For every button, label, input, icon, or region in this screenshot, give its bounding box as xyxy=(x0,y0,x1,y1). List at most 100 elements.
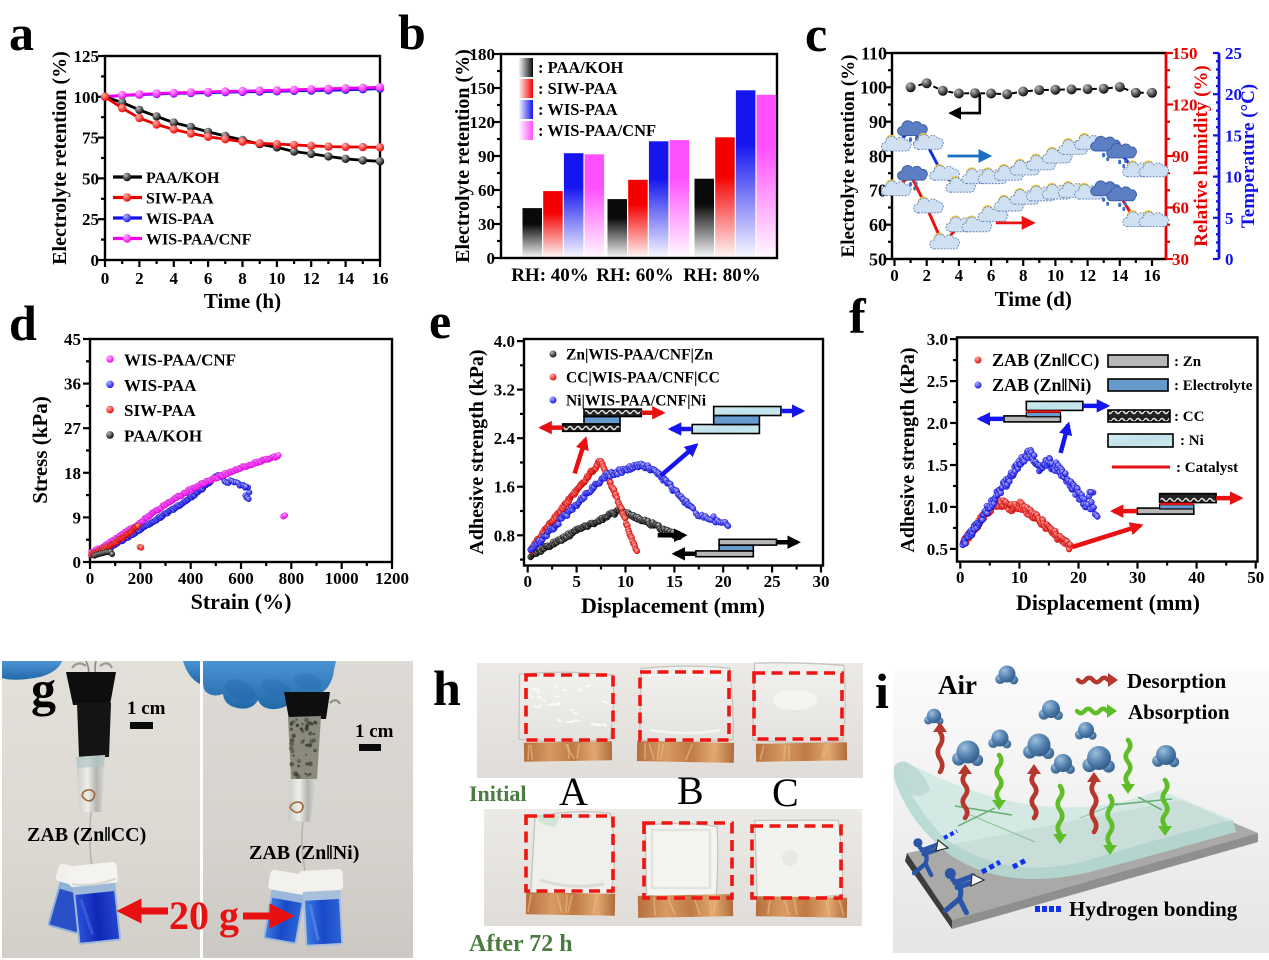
svg-text:Displacement (mm): Displacement (mm) xyxy=(1016,590,1200,615)
svg-text:20: 20 xyxy=(715,572,732,591)
svg-text:75: 75 xyxy=(82,129,99,148)
svg-text:14: 14 xyxy=(337,269,355,288)
svg-text:60: 60 xyxy=(869,215,887,235)
svg-text:60: 60 xyxy=(1172,198,1189,217)
svg-text:RH: 80%: RH: 80% xyxy=(683,265,761,286)
svg-text:90: 90 xyxy=(869,112,887,132)
svg-text:WIS-PAA: WIS-PAA xyxy=(146,211,215,228)
svg-text:60: 60 xyxy=(478,181,495,200)
svg-text:20: 20 xyxy=(1225,85,1242,104)
svg-text:A: A xyxy=(559,769,588,814)
svg-text:Absorption: Absorption xyxy=(1128,700,1230,724)
svg-text:2.4: 2.4 xyxy=(494,429,516,448)
svg-text:Air: Air xyxy=(938,670,977,700)
svg-text:1 cm: 1 cm xyxy=(355,721,394,742)
svg-text:45: 45 xyxy=(64,330,81,349)
svg-text:25: 25 xyxy=(764,572,781,591)
svg-text:125: 125 xyxy=(74,47,100,66)
svg-text:1000: 1000 xyxy=(325,569,359,588)
svg-text:ZAB (Zn‖Ni): ZAB (Zn‖Ni) xyxy=(249,842,359,864)
svg-text:SIW-PAA: SIW-PAA xyxy=(146,191,214,208)
svg-text:120: 120 xyxy=(470,113,496,132)
svg-text:d: d xyxy=(9,295,37,351)
svg-text:c: c xyxy=(805,6,827,62)
svg-text:0: 0 xyxy=(890,266,899,285)
svg-text:1.0: 1.0 xyxy=(927,498,948,517)
svg-text:Adhesive strength (kPa): Adhesive strength (kPa) xyxy=(897,347,919,552)
svg-text:: CC: : CC xyxy=(1174,409,1204,425)
svg-text:10: 10 xyxy=(1047,266,1064,285)
svg-text:0: 0 xyxy=(956,568,965,587)
svg-text:Stress (kPa): Stress (kPa) xyxy=(28,396,52,504)
svg-text:25: 25 xyxy=(82,210,99,229)
svg-text:C: C xyxy=(772,770,799,815)
svg-text:RH: 60%: RH: 60% xyxy=(596,265,674,286)
svg-text:Ni|WIS-PAA/CNF|Ni: Ni|WIS-PAA/CNF|Ni xyxy=(566,393,707,410)
svg-text:50: 50 xyxy=(82,169,99,188)
svg-text:4: 4 xyxy=(170,269,179,288)
svg-text:RH: 40%: RH: 40% xyxy=(511,265,589,286)
svg-text:150: 150 xyxy=(1172,44,1198,63)
svg-text:3.0: 3.0 xyxy=(927,330,948,349)
svg-text:1200: 1200 xyxy=(375,569,409,588)
svg-text:PAA/KOH: PAA/KOH xyxy=(124,426,202,445)
svg-text:36: 36 xyxy=(64,375,81,394)
svg-text:f: f xyxy=(849,288,867,344)
svg-text:Electrolyte retention (%): Electrolyte retention (%) xyxy=(452,49,474,263)
svg-text:Adhesive strength (kPa): Adhesive strength (kPa) xyxy=(466,349,488,554)
svg-text:150: 150 xyxy=(470,79,496,98)
svg-text:90: 90 xyxy=(478,147,495,166)
svg-text:0: 0 xyxy=(73,553,82,572)
svg-text:2.0: 2.0 xyxy=(927,414,948,433)
svg-text:90: 90 xyxy=(1172,147,1189,166)
svg-text:10: 10 xyxy=(1225,168,1242,187)
svg-text:12: 12 xyxy=(303,269,320,288)
svg-text:800: 800 xyxy=(279,569,305,588)
svg-text:b: b xyxy=(398,4,426,60)
svg-text:Desorption: Desorption xyxy=(1127,669,1226,693)
svg-text:: Catalyst: : Catalyst xyxy=(1176,460,1238,476)
svg-text:25: 25 xyxy=(1225,44,1242,63)
svg-text:h: h xyxy=(433,660,461,716)
svg-text:70: 70 xyxy=(869,181,887,201)
svg-text:: Zn: : Zn xyxy=(1174,354,1202,370)
svg-text:16: 16 xyxy=(1144,266,1161,285)
svg-text:110: 110 xyxy=(861,43,887,63)
svg-text:100: 100 xyxy=(860,78,887,98)
svg-text:0.5: 0.5 xyxy=(927,540,948,559)
svg-text:0: 0 xyxy=(86,569,95,588)
svg-text:a: a xyxy=(9,5,34,61)
svg-text:PAA/KOH: PAA/KOH xyxy=(146,170,220,187)
svg-text:ZAB (Zn‖CC): ZAB (Zn‖CC) xyxy=(992,350,1099,371)
svg-text:ZAB (Zn‖Ni): ZAB (Zn‖Ni) xyxy=(992,375,1091,396)
svg-text:After 72 h: After 72 h xyxy=(469,931,573,957)
svg-text:9: 9 xyxy=(73,508,82,527)
svg-text:Strain (%): Strain (%) xyxy=(191,589,292,614)
svg-text:: WIS-PAA: : WIS-PAA xyxy=(538,100,618,119)
svg-text:: Ni: : Ni xyxy=(1180,433,1204,449)
svg-text:15: 15 xyxy=(666,572,683,591)
svg-text:6: 6 xyxy=(987,266,996,285)
svg-text:50: 50 xyxy=(869,249,887,269)
svg-text:Displacement (mm): Displacement (mm) xyxy=(581,593,765,618)
svg-text:200: 200 xyxy=(128,569,154,588)
svg-text:Relative humidity (%): Relative humidity (%) xyxy=(1191,65,1212,247)
svg-text:1.5: 1.5 xyxy=(927,456,948,475)
svg-text:Time (d): Time (d) xyxy=(995,287,1072,311)
svg-text:WIS-PAA: WIS-PAA xyxy=(124,376,197,395)
svg-text:80: 80 xyxy=(869,146,887,166)
svg-text:120: 120 xyxy=(1172,96,1198,115)
svg-text:1 cm: 1 cm xyxy=(127,698,166,719)
svg-text:Initial: Initial xyxy=(469,781,526,806)
svg-text:10: 10 xyxy=(617,572,634,591)
svg-text:0: 0 xyxy=(101,269,110,288)
svg-text:100: 100 xyxy=(74,88,100,107)
svg-text:WIS-PAA/CNF: WIS-PAA/CNF xyxy=(124,351,236,370)
svg-text:Temperature (°C): Temperature (°C) xyxy=(1238,84,1259,228)
svg-text:30: 30 xyxy=(813,572,830,591)
svg-text:2.5: 2.5 xyxy=(927,372,948,391)
svg-text:14: 14 xyxy=(1111,266,1129,285)
svg-text:Hydrogen bonding: Hydrogen bonding xyxy=(1069,897,1238,921)
svg-text:i: i xyxy=(875,663,889,719)
svg-text:5: 5 xyxy=(1225,209,1234,228)
